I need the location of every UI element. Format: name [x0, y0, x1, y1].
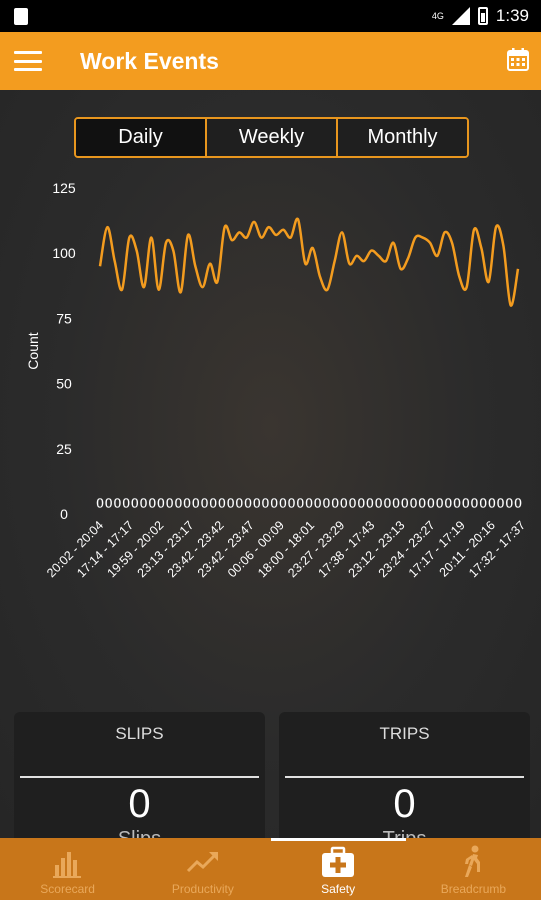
bar-value-label: 0	[435, 495, 443, 512]
bar-value-label: 0	[462, 495, 470, 512]
bar-value-label: 0	[348, 495, 356, 512]
calendar-icon[interactable]	[507, 47, 529, 71]
bar-value-label: 0	[340, 495, 348, 512]
battery-icon	[477, 7, 488, 25]
walking-person-icon	[465, 845, 481, 877]
temperature-line	[98, 217, 520, 307]
trips-card[interactable]: TRIPS 0 Trips	[279, 712, 530, 838]
bottom-navigation: Scorecard Productivity Safety Breadcrumb	[0, 838, 541, 900]
network-type: 4G	[431, 11, 444, 21]
bar-value-label: 0	[113, 495, 121, 512]
bar-value-label: 0	[96, 495, 104, 512]
y-tick-label: 50	[56, 376, 72, 392]
bar-value-label: 0	[105, 495, 113, 512]
bar-value-label: 0	[253, 495, 261, 512]
bar-value-label: 0	[505, 495, 513, 512]
card-subtitle: Trips	[279, 828, 530, 838]
bar-value-label: 0	[279, 495, 287, 512]
summary-cards: SLIPS 0 Slips TRIPS 0 Trips	[14, 712, 530, 838]
bar-value-label: 0	[226, 495, 234, 512]
bar-value-label: 0	[409, 495, 417, 512]
nav-label: Scorecard	[40, 882, 95, 896]
app-bar: Work Events	[0, 32, 541, 90]
bar-value-label: 0	[305, 495, 313, 512]
bar-value-label: 0	[157, 495, 165, 512]
bar-value-label: 0	[418, 495, 426, 512]
divider	[20, 776, 259, 778]
work-events-chart: 0 25 50 75 100 125 Count 0 0 0 0 0 0 0 0 0 0 0 0 0 0 0 0 0 0 0 0 0 0…	[0, 170, 541, 753]
bar-value-label: 0	[322, 495, 330, 512]
card-title: TRIPS	[379, 724, 430, 743]
signal-icon	[451, 7, 470, 25]
bar-value-label: 0	[496, 495, 504, 512]
nav-productivity[interactable]: Productivity	[135, 838, 270, 900]
bar-value-label: 0	[287, 495, 295, 512]
first-aid-icon	[322, 846, 355, 877]
bar-value-label: 0	[139, 495, 147, 512]
bar-value-label: 0	[235, 495, 243, 512]
divider	[285, 776, 524, 778]
bar-value-label: 0	[514, 495, 522, 512]
bar-value-label: 0	[401, 495, 409, 512]
card-title: SLIPS	[115, 724, 164, 743]
bar-value-label: 0	[392, 495, 400, 512]
nav-breadcrumb[interactable]: Breadcrumb	[406, 838, 541, 900]
tab-monthly[interactable]: Monthly	[338, 119, 467, 156]
bar-value-label: 0	[122, 495, 130, 512]
bar-value-label: 0	[200, 495, 208, 512]
card-value: 0	[128, 782, 151, 826]
main-content: Daily Weekly Monthly 0 25 50 75 100 125 Count 0…	[0, 90, 541, 838]
y-tick-label: 75	[56, 310, 72, 326]
nav-label: Productivity	[171, 882, 234, 896]
y-tick-label: 125	[52, 180, 76, 196]
bar-value-label: 0	[209, 495, 217, 512]
sd-card-icon	[14, 7, 28, 25]
slips-card[interactable]: SLIPS 0 Slips	[14, 712, 265, 838]
bar-value-label: 0	[427, 495, 435, 512]
bar-value-label: 0	[261, 495, 269, 512]
tab-daily[interactable]: Daily	[76, 119, 207, 156]
bar-value-label: 0	[174, 495, 182, 512]
y-tick-label: 0	[60, 506, 68, 522]
bar-value-label: 0	[165, 495, 173, 512]
bar-value-label: 0	[131, 495, 139, 512]
bar-value-label: 0	[331, 495, 339, 512]
bar-value-label: 0	[374, 495, 382, 512]
period-selector: Daily Weekly Monthly	[74, 117, 469, 158]
nav-label: Safety	[321, 882, 356, 896]
nav-scorecard[interactable]: Scorecard	[0, 838, 135, 900]
menu-icon[interactable]	[14, 51, 42, 71]
bar-value-label: 0	[453, 495, 461, 512]
page-title: Work Events	[80, 47, 219, 74]
nav-safety[interactable]: Safety	[270, 838, 407, 900]
tab-weekly[interactable]: Weekly	[207, 119, 338, 156]
status-time: 1:39	[495, 6, 529, 25]
nav-label: Breadcrumb	[440, 882, 507, 896]
bar-value-label: 0	[296, 495, 304, 512]
status-bar: 4G 1:39	[0, 0, 541, 32]
card-subtitle: Slips	[14, 828, 265, 838]
bar-value-label: 0	[244, 495, 252, 512]
card-value: 0	[393, 782, 416, 826]
bar-value-label: 0	[218, 495, 226, 512]
trending-up-icon	[186, 852, 218, 873]
bar-value-label: 0	[183, 495, 191, 512]
y-axis-label: Count	[25, 332, 41, 369]
bar-value-label: 0	[488, 495, 496, 512]
bar-value-label: 0	[366, 495, 374, 512]
bar-value-label: 0	[270, 495, 278, 512]
bar-value-label: 0	[357, 495, 365, 512]
y-tick-label: 100	[52, 245, 76, 261]
y-tick-label: 25	[56, 441, 72, 457]
bar-value-label: 0	[314, 495, 322, 512]
bar-value-label: 0	[479, 495, 487, 512]
bar-value-label: 0	[383, 495, 391, 512]
bar-chart-icon	[52, 852, 81, 878]
bar-value-label: 0	[192, 495, 200, 512]
bar-value-label: 0	[470, 495, 478, 512]
bar-value-label: 0	[444, 495, 452, 512]
bar-value-label: 0	[148, 495, 156, 512]
